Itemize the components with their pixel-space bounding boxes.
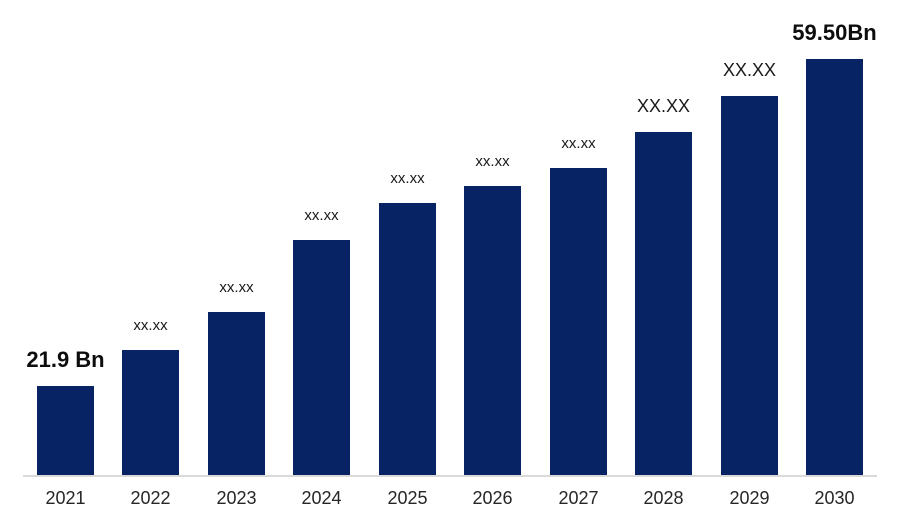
x-tick-label-2024: 2024: [301, 488, 342, 508]
x-tick-label-2025: 2025: [387, 488, 428, 508]
x-tick-label-2029: 2029: [729, 488, 770, 508]
bar-2024: [293, 240, 350, 476]
bar-2022: [122, 350, 179, 476]
x-tick-label-2030: 2030: [814, 488, 855, 508]
bar-2023: [208, 312, 265, 476]
x-tick-label-2023: 2023: [216, 488, 257, 508]
bar-2029: [721, 96, 778, 476]
bar-2030: [806, 59, 863, 476]
bar-value-label-2022: xx.xx: [133, 317, 168, 334]
x-tick-label-2028: 2028: [643, 488, 684, 508]
bar-2026: [464, 186, 521, 476]
bar-value-label-2028: XX.XX: [636, 96, 691, 116]
x-tick-label-2027: 2027: [558, 488, 599, 508]
bar-value-label-2029: XX.XX: [722, 60, 777, 80]
bar-2025: [379, 203, 436, 476]
x-tick-label-2026: 2026: [472, 488, 513, 508]
x-tick-label-2022: 2022: [130, 488, 171, 508]
bar-value-label-2025: xx.xx: [390, 170, 425, 187]
bar-value-label-2027: xx.xx: [561, 135, 596, 152]
bar-2028: [635, 132, 692, 476]
bar-value-label-2024: xx.xx: [304, 207, 339, 224]
bar-value-label-2023: xx.xx: [219, 279, 254, 296]
bar-value-label-2021: 21.9 Bn: [26, 347, 105, 372]
x-axis-line: [23, 475, 877, 477]
bar-value-label-2030: 59.50Bn: [792, 20, 877, 45]
bar-2027: [550, 168, 607, 476]
x-tick-label-2021: 2021: [45, 488, 86, 508]
bar-2021: [37, 386, 94, 476]
bar-value-label-2026: xx.xx: [475, 153, 510, 170]
